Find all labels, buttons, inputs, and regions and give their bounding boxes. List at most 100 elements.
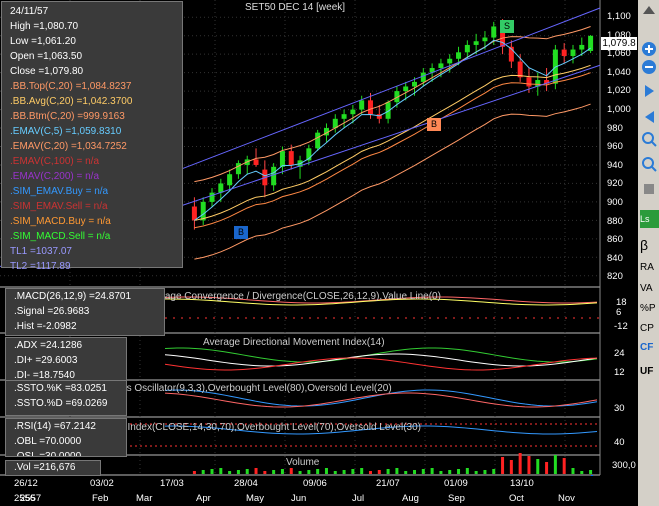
chart-title: SET50 DEC 14 [week] bbox=[245, 2, 346, 13]
zoom-out-icon[interactable] bbox=[640, 58, 659, 76]
volume-bar bbox=[351, 469, 355, 474]
volume-bar bbox=[377, 470, 381, 474]
ls-button[interactable]: Ls bbox=[640, 210, 659, 228]
percent-p-button[interactable]: %P bbox=[640, 303, 656, 314]
volume-bar bbox=[280, 469, 284, 474]
date-bottom-tick: Oct bbox=[509, 493, 524, 504]
info_ssto-line: .SSTO.%K =83.0251 bbox=[14, 383, 107, 394]
volume-bar bbox=[527, 456, 531, 474]
volume-bar bbox=[201, 470, 205, 474]
va-button[interactable]: VA bbox=[640, 283, 653, 294]
info_main-line: High =1,080.70 bbox=[10, 21, 79, 32]
buy-marker-mid[interactable]: B bbox=[427, 118, 441, 131]
candle-body bbox=[218, 183, 224, 193]
info_adx-line: .DI- =18.7540 bbox=[14, 370, 75, 381]
info_main-line: Close =1,079.80 bbox=[10, 66, 84, 77]
volume-bar bbox=[386, 469, 390, 474]
volume-bar bbox=[316, 469, 320, 474]
info_macd-line: .Hist =-2.0982 bbox=[14, 321, 77, 332]
ssto-panel-title: Slow Stochastics Oscillator(9,3,3),Overb… bbox=[56, 383, 392, 394]
price-tick: 860 bbox=[607, 234, 623, 246]
macd-axis-18: 18 bbox=[616, 297, 627, 308]
rsi-info-box: .RSI(14) =67.2142 .OBL =70.0000 .OSL =30.0… bbox=[5, 418, 127, 457]
volume-bar bbox=[413, 470, 417, 474]
info_main-line: .SIM_EMAV.Buy = n/a bbox=[10, 186, 109, 197]
ema5-line bbox=[194, 39, 591, 221]
cp-button[interactable]: CP bbox=[640, 323, 654, 334]
candle-body bbox=[306, 148, 312, 161]
bb-avg-line bbox=[194, 64, 591, 221]
arrow-right-icon[interactable] bbox=[640, 82, 659, 100]
candle-body bbox=[332, 118, 338, 129]
price-tick: 900 bbox=[607, 197, 623, 208]
magnifier-icon[interactable] bbox=[640, 130, 659, 148]
adx-info-box: .ADX =24.1286 .DI+ =29.6003 .DI- =18.7540 bbox=[5, 337, 127, 383]
candle-body bbox=[517, 61, 523, 78]
magnifier-zoom-icon[interactable] bbox=[640, 155, 659, 173]
info_main-line: .SIM_EMAV.Sell = n/a bbox=[10, 201, 108, 212]
volume-bar bbox=[536, 459, 540, 474]
scroll-up-icon[interactable] bbox=[640, 2, 659, 20]
date-bar bbox=[0, 476, 600, 506]
volume-bar bbox=[580, 471, 584, 474]
cf-button[interactable]: CF bbox=[640, 342, 654, 353]
uf-button[interactable]: UF bbox=[640, 366, 654, 377]
price-tick: 1,060 bbox=[607, 48, 631, 60]
candle-body bbox=[447, 58, 453, 64]
volume-bar bbox=[404, 471, 408, 474]
volume-bar bbox=[368, 471, 372, 474]
sell-marker[interactable]: S bbox=[500, 20, 514, 33]
ssto-info-box: .SSTO.%K =83.0251 .SSTO.%D =69.0269 bbox=[5, 380, 127, 416]
buy-marker-low[interactable]: B bbox=[234, 226, 248, 239]
volume-bar bbox=[465, 468, 469, 474]
info_rsi-line: .OBL =70.0000 bbox=[14, 436, 82, 447]
info_main-line: 24/11/57 bbox=[10, 6, 49, 17]
info_macd-line: .Signal =26.9683 bbox=[14, 306, 90, 317]
ra-button[interactable]: RA bbox=[640, 262, 654, 273]
macd-axis-neg12: -12 bbox=[614, 321, 628, 332]
price-tick: 980 bbox=[607, 122, 623, 134]
macd-axis-6: 6 bbox=[616, 307, 622, 318]
main-info-box: 24/11/57 High =1,080.70 Low =1,061.20 Open … bbox=[1, 1, 183, 272]
candle-body bbox=[588, 35, 594, 51]
candle-body bbox=[200, 201, 206, 221]
info_main-line: .EMAV(C,20) =1,034.7252 bbox=[10, 141, 127, 152]
candle-body bbox=[227, 174, 233, 186]
date-bottom-tick: 2556 bbox=[14, 493, 36, 504]
volume-bar bbox=[298, 471, 302, 474]
date-bottom-tick: Apr bbox=[196, 493, 211, 504]
info_main-line: Low =1,061.20 bbox=[10, 36, 76, 47]
price-tick: 1,040 bbox=[607, 66, 631, 78]
info_ssto-line: .SSTO.%D =69.0269 bbox=[14, 398, 108, 409]
volume-bar bbox=[342, 470, 346, 474]
volume-bar bbox=[289, 468, 293, 474]
price-tick: 880 bbox=[607, 215, 623, 227]
candle-body bbox=[544, 80, 550, 84]
volume-bar bbox=[553, 455, 557, 474]
candle-body bbox=[579, 44, 585, 50]
zoom-in-icon[interactable] bbox=[640, 40, 659, 58]
price-tick: 1,000 bbox=[607, 104, 631, 115]
date-bottom-tick: Nov bbox=[558, 493, 575, 504]
candle-body bbox=[235, 163, 241, 175]
date-bottom-tick: Jul bbox=[352, 493, 365, 504]
rsi-panel-title: Relative Strength Index(CLOSE,14,30,70),… bbox=[48, 422, 421, 433]
beta-button[interactable]: β bbox=[640, 237, 649, 253]
volume-bar bbox=[430, 468, 434, 474]
date-top-tick: 21/07 bbox=[376, 478, 400, 489]
price-tick: 1,100 bbox=[607, 11, 631, 22]
volume-bar bbox=[236, 470, 240, 474]
volume-bar bbox=[395, 468, 399, 474]
volume-bar bbox=[245, 469, 249, 474]
arrow-left-icon[interactable] bbox=[640, 108, 659, 126]
date-top-tick: 13/10 bbox=[510, 478, 534, 489]
candle-body bbox=[279, 151, 285, 167]
date-bottom-overlap-tick: 2557 bbox=[20, 493, 42, 504]
stats-icon[interactable] bbox=[640, 180, 659, 198]
volume-bar bbox=[210, 469, 214, 474]
ema20-line bbox=[194, 72, 591, 229]
candle-body bbox=[323, 128, 329, 136]
info_rsi-line: .RSI(14) =67.2142 bbox=[14, 421, 96, 432]
candle-body bbox=[288, 151, 294, 165]
price-tick: 840 bbox=[607, 252, 623, 264]
